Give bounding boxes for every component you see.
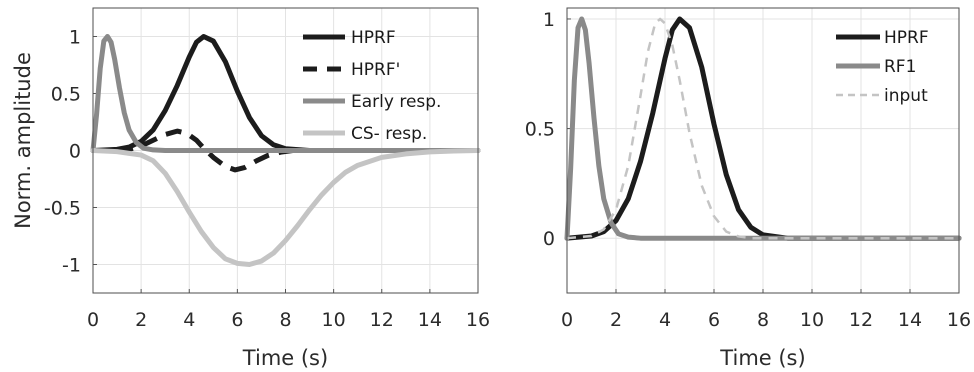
legend-label: Early resp. bbox=[351, 92, 441, 112]
x-tick-label: 8 bbox=[757, 309, 769, 331]
x-tick-label: 0 bbox=[87, 309, 99, 331]
series-line-hprf bbox=[564, 16, 962, 241]
legend-label: CS- resp. bbox=[351, 124, 427, 144]
legend-label: HPRF' bbox=[351, 60, 400, 80]
x-tick-label: 6 bbox=[231, 309, 243, 331]
legend-label: HPRF bbox=[884, 28, 929, 48]
x-tick-label: 10 bbox=[800, 309, 824, 331]
y-tick-label: 0 bbox=[543, 228, 555, 250]
series-line-early-resp bbox=[90, 34, 481, 153]
x-axis-title: Time (s) bbox=[242, 346, 328, 370]
x-tick-label: 12 bbox=[370, 309, 394, 331]
y-tick-label: 0 bbox=[69, 141, 81, 163]
x-tick-label: 16 bbox=[466, 309, 490, 331]
legend-label: HPRF bbox=[351, 28, 396, 48]
x-tick-label: 14 bbox=[418, 309, 442, 331]
x-tick-label: 14 bbox=[898, 309, 922, 331]
right-chart-panel: 0 2 4 6 8 10 12 14 16 0 0.5 1 HPRF RF1 input Time (s) bbox=[525, 7, 971, 370]
y-tick-label: 0.5 bbox=[525, 119, 555, 141]
x-tick-label: 4 bbox=[183, 309, 195, 331]
series-line-rf1 bbox=[564, 16, 962, 241]
x-tick-label: 2 bbox=[135, 309, 147, 331]
y-tick-label: 1 bbox=[69, 27, 81, 49]
axes-frame bbox=[566, 7, 960, 294]
y-axis-title: Norm. amplitude bbox=[11, 52, 35, 229]
legend-label: input bbox=[884, 86, 928, 106]
y-tick-label: 1 bbox=[543, 9, 555, 31]
x-tick-label: 4 bbox=[659, 309, 671, 331]
x-axis-title: Time (s) bbox=[719, 346, 805, 370]
x-tick-label: 16 bbox=[947, 309, 971, 331]
x-tick-label: 6 bbox=[708, 309, 720, 331]
x-tick-label: 0 bbox=[561, 309, 573, 331]
series-line-cs-resp bbox=[90, 148, 481, 267]
y-tick-label: -1 bbox=[62, 255, 81, 277]
x-tick-label: 2 bbox=[610, 309, 622, 331]
series-line-input bbox=[566, 17, 959, 240]
y-tick-label: -0.5 bbox=[44, 198, 81, 220]
x-tick-label: 8 bbox=[279, 309, 291, 331]
left-chart-panel: 0 2 4 6 8 10 12 14 16 -1 -0.5 0 0.5 1 HPRF HPRF' Early r… bbox=[11, 7, 490, 370]
x-tick-label: 12 bbox=[849, 309, 873, 331]
legend-label: RF1 bbox=[884, 57, 916, 77]
x-tick-label: 10 bbox=[322, 309, 346, 331]
y-tick-label: 0.5 bbox=[51, 84, 81, 106]
axes-frame bbox=[92, 7, 479, 294]
